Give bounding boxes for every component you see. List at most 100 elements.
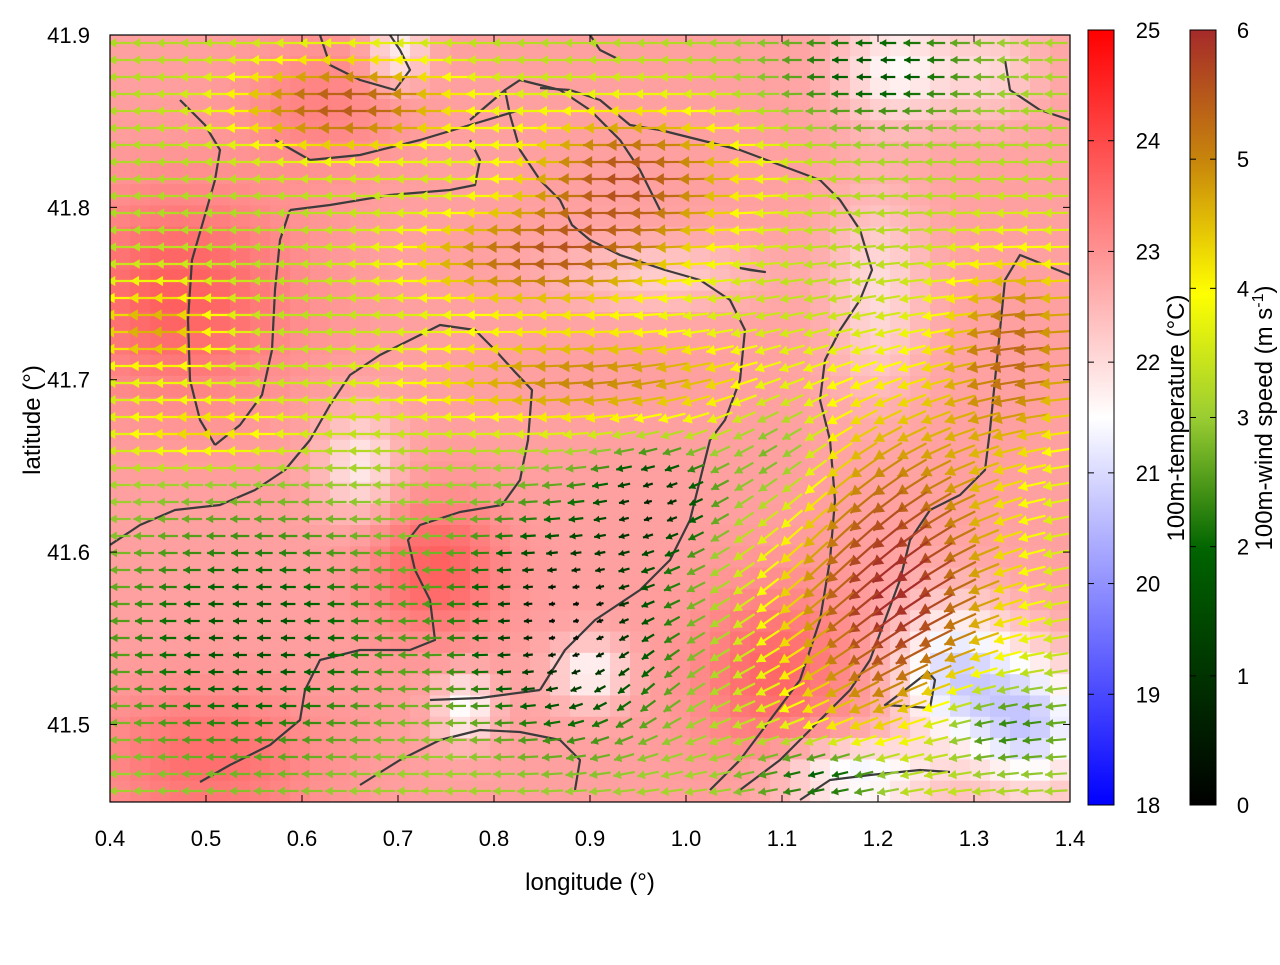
temperature-cell bbox=[330, 163, 351, 185]
temperature-cell bbox=[930, 163, 951, 185]
temperature-cell bbox=[490, 546, 511, 568]
temperature-cell bbox=[1050, 461, 1071, 483]
temperature-cell bbox=[530, 333, 551, 355]
temperature-cell bbox=[490, 419, 511, 441]
temperature-cell bbox=[430, 546, 451, 568]
temperature-cell bbox=[790, 759, 811, 781]
temperature-cell bbox=[170, 546, 191, 568]
x-tick-label: 1.0 bbox=[671, 826, 702, 851]
temperature-cell bbox=[130, 163, 151, 185]
temperature-cell bbox=[990, 35, 1011, 57]
temperature-cell bbox=[930, 120, 951, 142]
temperature-cell bbox=[610, 546, 631, 568]
temperature-cell bbox=[310, 248, 331, 270]
temperature-cell bbox=[490, 163, 511, 185]
temperature-cell bbox=[1030, 78, 1051, 100]
temperature-cell bbox=[330, 674, 351, 696]
temperature-cell bbox=[310, 291, 331, 313]
temperature-cell bbox=[430, 504, 451, 526]
temperature-cell bbox=[210, 419, 231, 441]
temperature-cell bbox=[310, 163, 331, 185]
temperature-cell bbox=[290, 589, 311, 611]
temperature-cell bbox=[470, 632, 491, 654]
temperature-cell bbox=[630, 759, 651, 781]
temperature-cell bbox=[610, 632, 631, 654]
temperature-cell bbox=[370, 291, 391, 313]
temperature-cell bbox=[690, 248, 711, 270]
temperature-cell bbox=[570, 35, 591, 57]
temperature-cell bbox=[550, 461, 571, 483]
temperature-cell bbox=[890, 35, 911, 57]
colorbar-tick-label: 24 bbox=[1136, 129, 1160, 154]
temperature-cell bbox=[330, 35, 351, 57]
temperature-cell bbox=[610, 35, 631, 57]
temperature-cell bbox=[870, 78, 891, 100]
temperature-cell bbox=[990, 759, 1011, 781]
temperature-cell bbox=[690, 695, 711, 717]
temperature-cell bbox=[950, 78, 971, 100]
x-tick-label: 0.6 bbox=[287, 826, 318, 851]
x-tick-label: 1.3 bbox=[959, 826, 990, 851]
temperature-cell bbox=[290, 120, 311, 142]
y-tick-label: 41.5 bbox=[47, 712, 90, 737]
temperature-cell bbox=[110, 759, 131, 781]
temperature-cell bbox=[510, 632, 531, 654]
temperature-cell bbox=[510, 759, 531, 781]
temperature-cell bbox=[530, 461, 551, 483]
temperature-cell bbox=[350, 759, 371, 781]
temperature-cell bbox=[150, 504, 171, 526]
temperature-cell bbox=[170, 419, 191, 441]
temperature-cell bbox=[730, 525, 751, 547]
temperature-cell bbox=[610, 610, 631, 632]
colorbar-tick-label: 0 bbox=[1237, 793, 1249, 818]
temperature-cell bbox=[770, 482, 791, 504]
temperature-cell bbox=[410, 248, 431, 270]
temperature-cell bbox=[370, 35, 391, 57]
temperature-cell bbox=[550, 546, 571, 568]
colorbar-tick-label: 3 bbox=[1237, 406, 1249, 431]
temperature-cell bbox=[630, 589, 651, 611]
temperature-cell bbox=[450, 205, 471, 227]
temperature-cell bbox=[410, 333, 431, 355]
temperature-cell bbox=[370, 419, 391, 441]
temperature-cell bbox=[630, 461, 651, 483]
temperature-cell bbox=[550, 759, 571, 781]
temperature-cell bbox=[670, 759, 691, 781]
temperature-cell bbox=[370, 248, 391, 270]
temperature-cell bbox=[250, 419, 271, 441]
temperature-cell bbox=[510, 504, 531, 526]
temperature-cell bbox=[690, 205, 711, 227]
temperature-cell bbox=[930, 610, 951, 632]
temperature-cell bbox=[870, 120, 891, 142]
temperature-cell bbox=[830, 78, 851, 100]
temperature-cell bbox=[110, 504, 131, 526]
temperature-cell bbox=[450, 163, 471, 185]
x-tick-label: 0.7 bbox=[383, 826, 414, 851]
temperature-cell bbox=[810, 120, 831, 142]
temperature-cell bbox=[450, 35, 471, 57]
temperature-cell bbox=[650, 291, 671, 313]
temperature-cell bbox=[430, 759, 451, 781]
temperature-cell bbox=[290, 504, 311, 526]
temperature-cell bbox=[330, 589, 351, 611]
temperature-cell bbox=[690, 291, 711, 313]
temperature-cell bbox=[490, 291, 511, 313]
temperature-cell bbox=[590, 248, 611, 270]
temperature-cell bbox=[730, 440, 751, 462]
temperature-cell bbox=[130, 248, 151, 270]
temperature-cell bbox=[650, 525, 671, 547]
temperature-cell bbox=[690, 610, 711, 632]
temperature-cell bbox=[370, 589, 391, 611]
x-tick-label: 0.9 bbox=[575, 826, 606, 851]
temperature-cell bbox=[130, 461, 151, 483]
temperature-cell bbox=[790, 205, 811, 227]
temperature-cell bbox=[330, 461, 351, 483]
colorbar-tick-label: 6 bbox=[1237, 18, 1249, 43]
temperature-cell bbox=[330, 504, 351, 526]
temperature-cell bbox=[270, 546, 291, 568]
temperature-cell bbox=[430, 674, 451, 696]
temperature-cell bbox=[470, 589, 491, 611]
wind-colorbar-label: 100m-wind speed (m s-1) bbox=[1250, 286, 1278, 551]
